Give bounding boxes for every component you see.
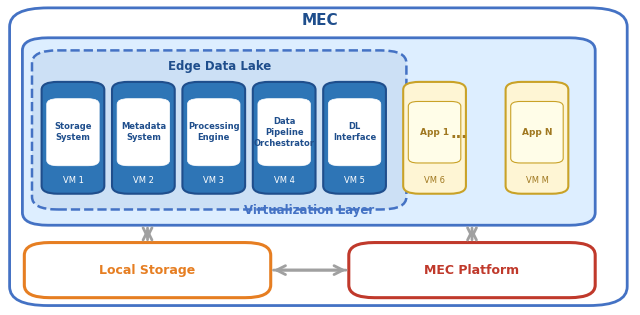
FancyBboxPatch shape xyxy=(349,243,595,298)
FancyBboxPatch shape xyxy=(323,82,386,194)
Text: MEC: MEC xyxy=(301,13,339,28)
FancyBboxPatch shape xyxy=(42,82,104,194)
FancyBboxPatch shape xyxy=(117,99,170,166)
Text: VM 1: VM 1 xyxy=(63,176,83,185)
Text: Edge Data Lake: Edge Data Lake xyxy=(168,60,271,73)
FancyBboxPatch shape xyxy=(253,82,316,194)
Text: VM 4: VM 4 xyxy=(274,176,294,185)
FancyBboxPatch shape xyxy=(258,99,310,166)
FancyBboxPatch shape xyxy=(188,99,240,166)
Text: VM M: VM M xyxy=(525,176,548,185)
Text: Data
Pipeline
Orchestrator: Data Pipeline Orchestrator xyxy=(253,117,315,148)
Text: Storage
System: Storage System xyxy=(54,122,92,142)
FancyBboxPatch shape xyxy=(403,82,466,194)
FancyBboxPatch shape xyxy=(408,101,461,163)
FancyBboxPatch shape xyxy=(32,50,406,209)
FancyBboxPatch shape xyxy=(22,38,595,225)
Text: VM 5: VM 5 xyxy=(344,176,365,185)
FancyBboxPatch shape xyxy=(328,99,381,166)
FancyBboxPatch shape xyxy=(506,82,568,194)
Text: VM 6: VM 6 xyxy=(424,176,445,185)
Text: Processing
Engine: Processing Engine xyxy=(188,122,239,142)
Text: Local Storage: Local Storage xyxy=(99,264,196,277)
Text: App N: App N xyxy=(522,128,552,137)
Text: ...: ... xyxy=(451,126,467,141)
Text: VM 2: VM 2 xyxy=(133,176,154,185)
FancyBboxPatch shape xyxy=(47,99,99,166)
FancyBboxPatch shape xyxy=(10,8,627,306)
Text: MEC Platform: MEC Platform xyxy=(424,264,520,277)
Text: Metadata
System: Metadata System xyxy=(121,122,166,142)
FancyBboxPatch shape xyxy=(24,243,271,298)
Text: App 1: App 1 xyxy=(420,128,449,137)
FancyBboxPatch shape xyxy=(511,101,563,163)
Text: DL
Interface: DL Interface xyxy=(333,122,376,142)
FancyBboxPatch shape xyxy=(112,82,175,194)
FancyBboxPatch shape xyxy=(182,82,245,194)
Text: Virtualization Layer: Virtualization Layer xyxy=(244,203,374,217)
Text: VM 3: VM 3 xyxy=(204,176,224,185)
